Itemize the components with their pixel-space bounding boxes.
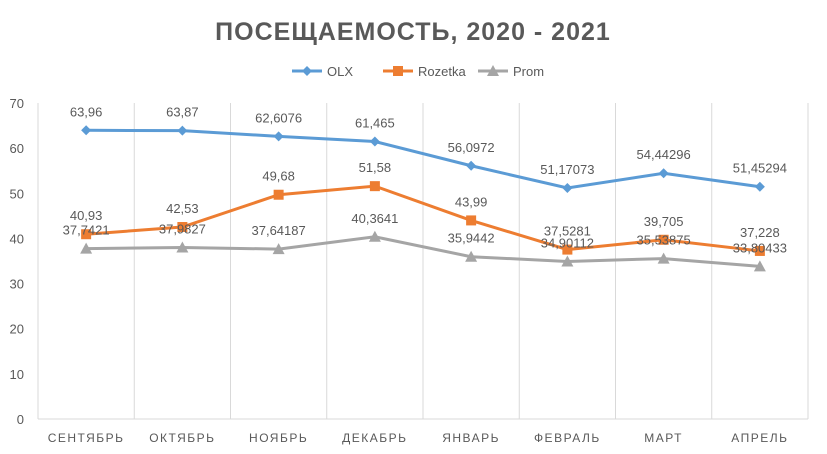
legend-label: Rozetka (418, 64, 466, 79)
data-label: 62,6076 (255, 110, 302, 125)
data-point (487, 65, 499, 76)
data-point (177, 125, 188, 136)
data-point (753, 260, 766, 272)
data-point (273, 189, 284, 200)
y-tick-label: 20 (10, 322, 24, 337)
data-label: 40,93 (70, 208, 103, 223)
data-label: 43,99 (455, 194, 488, 209)
y-tick-label: 50 (10, 186, 24, 201)
data-point (369, 136, 380, 147)
data-label: 63,87 (166, 105, 199, 120)
y-tick-label: 40 (10, 231, 24, 246)
data-label: 56,0972 (448, 140, 495, 155)
x-tick-label: ОКТЯБРЬ (149, 431, 215, 445)
data-label: 35,9442 (448, 231, 495, 246)
data-label: 37,7421 (63, 223, 110, 238)
legend-label: OLX (327, 64, 353, 79)
data-point (272, 243, 285, 255)
data-label: 34,90112 (541, 235, 594, 250)
data-point (562, 183, 573, 194)
data-label: 37,9827 (159, 222, 206, 237)
y-tick-label: 70 (10, 96, 24, 111)
legend: OLX Rozetka Prom (292, 64, 544, 79)
y-tick-label: 30 (10, 277, 24, 292)
data-label: 40,3641 (351, 211, 398, 226)
x-tick-label: НОЯБРЬ (249, 431, 308, 445)
data-label: 33,80433 (733, 240, 787, 255)
data-point (561, 255, 574, 267)
data-point (562, 244, 573, 255)
data-label: 49,68 (262, 169, 295, 184)
data-point (368, 230, 381, 242)
chart-title: ПОСЕЩАЕМОСТЬ, 2020 - 2021 (215, 18, 611, 46)
x-tick-label: АПРЕЛЬ (731, 431, 788, 445)
data-label: 61,465 (355, 116, 395, 131)
data-point (80, 242, 93, 254)
data-point (393, 66, 403, 76)
data-label: 42,53 (166, 201, 199, 216)
data-point (273, 131, 284, 142)
data-label: 37,5281 (544, 224, 591, 239)
data-label: 37,64187 (252, 223, 306, 238)
data-point (754, 181, 765, 192)
data-point (466, 160, 477, 171)
data-label: 35,53875 (637, 233, 691, 248)
data-point (466, 215, 477, 226)
x-tick-label: ФЕВРАЛЬ (534, 431, 601, 445)
data-label: 54,44296 (637, 147, 691, 162)
legend-label: Prom (513, 64, 544, 79)
data-label: 51,17073 (540, 162, 594, 177)
data-point (657, 252, 670, 264)
data-point (176, 241, 189, 253)
data-point (177, 222, 188, 233)
y-tick-label: 10 (10, 367, 24, 382)
data-label: 51,58 (359, 160, 392, 175)
data-label: 39,705 (644, 214, 684, 229)
data-label: 51,45294 (733, 161, 787, 176)
x-tick-label: МАРТ (644, 431, 683, 445)
series-line-olx (86, 128, 761, 190)
y-tick-label: 0 (17, 412, 24, 427)
y-tick-label: 60 (10, 141, 24, 156)
x-tick-label: ЯНВАРЬ (442, 431, 500, 445)
data-point (658, 234, 669, 245)
data-label: 37,228 (740, 225, 780, 240)
data-point (81, 229, 92, 240)
x-tick-label: СЕНТЯБРЬ (48, 431, 125, 445)
data-point (658, 168, 669, 179)
data-point (369, 181, 380, 192)
data-point (465, 250, 478, 262)
data-point (81, 125, 92, 136)
data-point (302, 66, 312, 76)
series-line-prom (86, 235, 760, 268)
x-tick-label: ДЕКАБРЬ (342, 431, 407, 445)
data-label: 63,96 (70, 104, 103, 119)
data-point (754, 245, 765, 256)
series-line-rozetka (86, 184, 761, 253)
